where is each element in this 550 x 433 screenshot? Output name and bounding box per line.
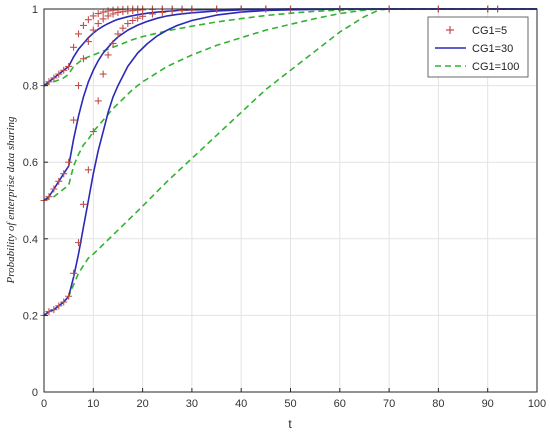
- series-cg1-100-line-2: [43, 8, 537, 202]
- data-point-marker: [45, 78, 53, 86]
- data-point-marker: [70, 43, 78, 51]
- legend-label: CG1=30: [472, 43, 513, 55]
- y-tick-label: 0.8: [23, 81, 38, 93]
- legend-label: CG1=100: [472, 61, 519, 73]
- data-point-marker: [50, 306, 58, 314]
- data-point-marker: [60, 298, 68, 306]
- data-point-marker: [50, 185, 58, 193]
- data-point-marker: [84, 38, 92, 46]
- data-point-marker: [89, 26, 97, 34]
- data-point-marker: [70, 116, 78, 124]
- data-point-marker: [60, 170, 68, 178]
- data-point-marker: [109, 39, 117, 47]
- legend-item-cg1-5: CG1=5: [446, 25, 507, 37]
- data-point-marker: [55, 70, 63, 78]
- data-point-marker: [84, 16, 92, 24]
- data-point-marker: [99, 70, 107, 78]
- data-point-marker: [94, 97, 102, 105]
- x-tick-label: 30: [186, 398, 198, 410]
- data-point-marker: [60, 66, 68, 74]
- data-point-marker: [45, 308, 53, 316]
- y-tick-label: 0: [32, 387, 38, 399]
- y-tick-label: 1: [32, 4, 38, 16]
- x-tick-label: 10: [87, 398, 99, 410]
- data-point-marker: [119, 24, 127, 32]
- data-point-marker: [134, 14, 142, 22]
- x-tick-label: 60: [334, 398, 346, 410]
- data-point-marker: [65, 62, 73, 70]
- data-point-marker: [124, 20, 132, 28]
- x-tick-label: 20: [136, 398, 148, 410]
- y-tick-label: 0.4: [23, 234, 38, 246]
- data-point-marker: [75, 239, 83, 247]
- data-point-marker: [75, 30, 83, 38]
- data-point-marker: [94, 10, 102, 18]
- axis-ticks: 0 10 20 30 40 50 60 70 80 90 100 0 0.2 0.4 0.6 0.8 1: [23, 4, 546, 410]
- x-tick-label: 100: [528, 398, 546, 410]
- y-tick-label: 0.2: [23, 310, 38, 322]
- data-point-marker: [99, 8, 107, 16]
- data-point-marker: [50, 74, 58, 82]
- data-point-marker: [70, 269, 78, 277]
- data-point-marker: [89, 128, 97, 136]
- legend-label: CG1=5: [472, 25, 507, 37]
- data-point-marker: [55, 302, 63, 310]
- x-tick-label: 70: [383, 398, 395, 410]
- y-axis-label: Probability of enterprise data sharing: [5, 116, 17, 285]
- data-point-marker: [139, 12, 147, 20]
- data-point-marker: [99, 15, 107, 23]
- x-tick-label: 80: [432, 398, 444, 410]
- legend-item-cg1-30: CG1=30: [435, 43, 513, 55]
- data-point-marker: [89, 12, 97, 20]
- data-point-marker: [84, 166, 92, 174]
- x-tick-label: 40: [235, 398, 247, 410]
- x-axis-label: t: [288, 417, 292, 431]
- legend-box: [427, 16, 529, 78]
- legend: CG1=5 CG1=30 CG1=100: [427, 16, 529, 78]
- data-point-marker: [45, 193, 53, 201]
- data-point-marker: [114, 30, 122, 38]
- data-point-marker: [75, 82, 83, 90]
- data-point-marker: [65, 292, 73, 300]
- data-point-marker: [79, 21, 87, 29]
- x-tick-label: 0: [41, 398, 47, 410]
- data-point-marker: [129, 16, 137, 24]
- legend-item-cg1-100: CG1=100: [435, 61, 519, 73]
- data-point-marker: [79, 200, 87, 208]
- data-point-marker: [79, 55, 87, 63]
- y-tick-label: 0.6: [23, 157, 38, 169]
- legend-marker: [446, 26, 454, 34]
- data-point-marker: [104, 51, 112, 59]
- x-tick-label: 50: [284, 398, 296, 410]
- x-tick-label: 90: [482, 398, 494, 410]
- data-point-marker: [65, 158, 73, 166]
- data-point-marker: [55, 177, 63, 185]
- data-point-marker: [94, 20, 102, 28]
